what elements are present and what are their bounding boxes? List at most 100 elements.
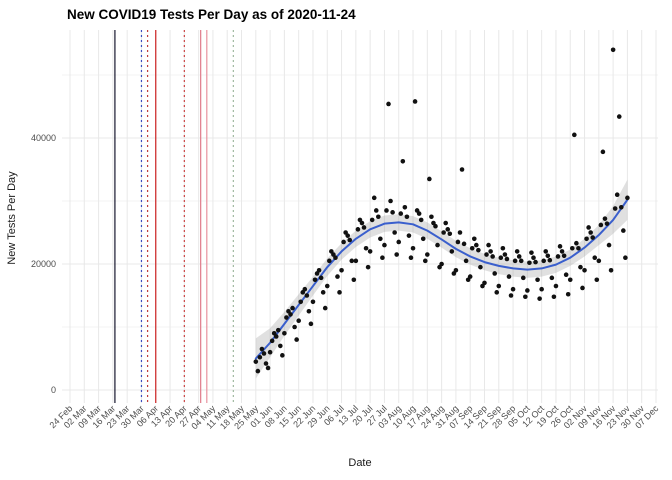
scatter-point xyxy=(574,240,579,246)
scatter-point xyxy=(392,230,397,235)
scatter-point xyxy=(439,261,444,267)
scatter-point xyxy=(263,361,269,366)
scatter-point xyxy=(445,227,451,232)
scatter-point xyxy=(520,275,526,281)
scatter-point xyxy=(449,249,455,254)
scatter-point xyxy=(612,206,618,211)
scatter-point xyxy=(504,256,510,262)
scatter-point xyxy=(398,211,404,216)
scatter-point xyxy=(406,233,412,238)
scatter-point xyxy=(365,264,371,270)
scatter-point xyxy=(455,239,461,245)
scatter-point xyxy=(478,264,483,270)
scatter-point xyxy=(492,271,497,276)
scatter-point xyxy=(390,210,395,215)
scatter-point xyxy=(322,305,328,311)
scatter-point xyxy=(514,249,520,254)
scatter-point xyxy=(596,258,602,264)
scatter-point xyxy=(433,223,438,229)
scatter-point xyxy=(376,214,381,220)
scatter-point xyxy=(592,255,598,260)
scatter-point xyxy=(535,277,540,283)
scatter-point xyxy=(302,286,308,292)
scatter-point xyxy=(555,254,561,259)
scatter-point xyxy=(476,247,481,253)
scatter-point xyxy=(418,217,424,223)
scatter-point xyxy=(549,275,555,281)
scatter-point xyxy=(267,349,273,355)
scatter-point xyxy=(361,225,367,230)
scatter-point xyxy=(578,264,583,270)
scatter-point xyxy=(606,242,612,248)
scatter-point xyxy=(623,255,628,260)
scatter-point xyxy=(355,227,361,232)
scatter-point xyxy=(527,260,532,266)
scatter-point xyxy=(467,274,473,279)
scatter-point xyxy=(533,259,538,265)
scatter-point xyxy=(310,299,316,305)
scatter-point xyxy=(621,228,626,233)
scatter-point xyxy=(576,245,581,251)
scatter-point xyxy=(547,257,553,263)
scatter-point xyxy=(516,254,522,259)
scatter-point xyxy=(282,331,287,336)
event-vlines-layer xyxy=(114,30,234,403)
scatter-point xyxy=(502,252,508,257)
scatter-point xyxy=(278,343,283,349)
scatter-point xyxy=(347,237,353,243)
scatter-point xyxy=(545,253,551,259)
scatter-point xyxy=(572,132,577,138)
scatter-point xyxy=(298,299,304,305)
scatter-point xyxy=(523,294,528,300)
scatter-point xyxy=(588,230,593,235)
scatter-point xyxy=(482,280,487,286)
scatter-point xyxy=(306,308,312,314)
scatter-point xyxy=(551,294,557,300)
scatter-point xyxy=(420,236,426,242)
scatter-point xyxy=(396,239,402,245)
scatter-point xyxy=(447,231,453,237)
scatter-point xyxy=(598,222,604,228)
scatter-point xyxy=(275,327,281,333)
scatter-point xyxy=(435,242,440,248)
scatter-point xyxy=(510,286,516,292)
scatter-points-layer xyxy=(253,47,630,374)
scatter-point xyxy=(394,252,399,257)
scatter-point xyxy=(518,258,524,264)
scatter-point xyxy=(553,283,559,289)
scatter-point xyxy=(308,321,314,327)
scatter-point xyxy=(402,205,408,210)
scatter-point xyxy=(335,274,340,279)
scatter-point xyxy=(284,315,289,320)
scatter-point xyxy=(290,305,295,311)
scatter-point xyxy=(427,176,432,182)
scatter-point xyxy=(474,242,479,248)
scatter-point xyxy=(367,249,373,254)
scatter-point xyxy=(614,192,620,197)
scatter-point xyxy=(345,233,350,238)
scatter-point xyxy=(457,230,463,235)
scatter-point xyxy=(559,249,565,254)
scatter-point xyxy=(280,353,285,358)
scatter-point xyxy=(259,346,265,352)
scatter-point xyxy=(382,242,387,248)
scatter-point xyxy=(296,318,301,324)
scatter-point xyxy=(386,101,391,107)
scatter-point xyxy=(292,324,297,330)
scatter-point xyxy=(273,334,279,339)
scatter-point xyxy=(351,277,357,283)
grid-layer xyxy=(62,30,658,403)
scatter-point xyxy=(488,249,493,254)
scatter-point xyxy=(337,290,342,295)
scatter-point xyxy=(580,285,585,291)
scatter-point xyxy=(565,291,571,297)
chart-title: New COVID19 Tests Per Day as of 2020-11-… xyxy=(67,7,356,22)
scatter-point xyxy=(604,221,610,226)
scatter-point xyxy=(616,114,622,119)
scatter-point xyxy=(508,293,514,298)
scatter-point xyxy=(461,241,467,247)
scatter-point xyxy=(429,214,434,220)
y-tick-label: 40000 xyxy=(31,133,56,143)
scatter-point xyxy=(486,242,491,248)
